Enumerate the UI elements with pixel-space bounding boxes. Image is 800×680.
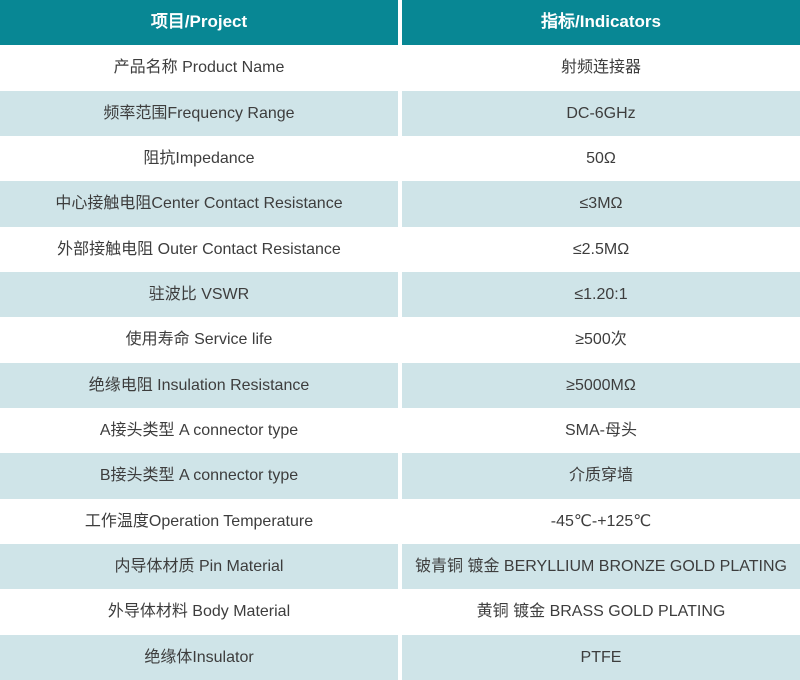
project-cell: 频率范围Frequency Range	[0, 90, 398, 136]
table-row: B接头类型 A connector type 介质穿墙	[0, 453, 800, 499]
indicator-cell: ≥5000MΩ	[402, 362, 800, 408]
header-project-cell: 项目/Project	[0, 0, 398, 46]
indicator-cell: ≤1.20:1	[402, 271, 800, 318]
project-cell: A接头类型 A connector type	[0, 407, 398, 454]
indicator-cell: 介质穿墙	[402, 453, 800, 499]
project-cell: 中心接触电阻Center Contact Resistance	[0, 181, 398, 227]
indicator-cell: 射频连接器	[402, 45, 800, 91]
table-row: 阻抗Impedance 50Ω	[0, 135, 800, 182]
indicator-cell: PTFE	[402, 634, 800, 680]
indicator-cell: SMA-母头	[402, 407, 800, 454]
indicator-cell: 铍青铜 镀金 BERYLLIUM BRONZE GOLD PLATING	[402, 543, 800, 590]
header-indicators-cell: 指标/Indicators	[402, 0, 800, 46]
project-cell: 绝缘电阻 Insulation Resistance	[0, 362, 398, 408]
indicator-cell: ≤2.5MΩ	[402, 226, 800, 272]
table-row: 内导体材质 Pin Material 铍青铜 镀金 BERYLLIUM BRON…	[0, 543, 800, 590]
project-cell: 内导体材质 Pin Material	[0, 543, 398, 590]
project-cell: 产品名称 Product Name	[0, 45, 398, 91]
table-row: 外部接触电阻 Outer Contact Resistance ≤2.5MΩ	[0, 226, 800, 272]
project-cell: 绝缘体Insulator	[0, 634, 398, 680]
table-row: 绝缘电阻 Insulation Resistance ≥5000MΩ	[0, 362, 800, 408]
project-cell: 驻波比 VSWR	[0, 271, 398, 318]
project-cell: B接头类型 A connector type	[0, 453, 398, 499]
project-cell: 工作温度Operation Temperature	[0, 498, 398, 544]
table-row: 中心接触电阻Center Contact Resistance ≤3MΩ	[0, 181, 800, 227]
table-header-row: 项目/Project 指标/Indicators	[0, 0, 800, 46]
table-row: 驻波比 VSWR ≤1.20:1	[0, 271, 800, 318]
project-cell: 外导体材料 Body Material	[0, 589, 398, 635]
indicator-cell: 黄铜 镀金 BRASS GOLD PLATING	[402, 589, 800, 635]
indicator-cell: DC-6GHz	[402, 90, 800, 136]
table-row: 外导体材料 Body Material 黄铜 镀金 BRASS GOLD PLA…	[0, 589, 800, 635]
table-row: 使用寿命 Service life ≥500次	[0, 317, 800, 363]
table-row: 工作温度Operation Temperature -45℃-+125℃	[0, 498, 800, 544]
table-body: 产品名称 Product Name 射频连接器 频率范围Frequency Ra…	[0, 45, 800, 680]
table-row: 绝缘体Insulator PTFE	[0, 634, 800, 680]
project-cell: 使用寿命 Service life	[0, 317, 398, 363]
table-row: 频率范围Frequency Range DC-6GHz	[0, 90, 800, 136]
indicator-cell: -45℃-+125℃	[402, 498, 800, 544]
indicator-cell: ≤3MΩ	[402, 181, 800, 227]
project-cell: 阻抗Impedance	[0, 135, 398, 182]
indicator-cell: 50Ω	[402, 135, 800, 182]
indicator-cell: ≥500次	[402, 317, 800, 363]
project-cell: 外部接触电阻 Outer Contact Resistance	[0, 226, 398, 272]
table-row: 产品名称 Product Name 射频连接器	[0, 45, 800, 91]
table-row: A接头类型 A connector type SMA-母头	[0, 407, 800, 454]
